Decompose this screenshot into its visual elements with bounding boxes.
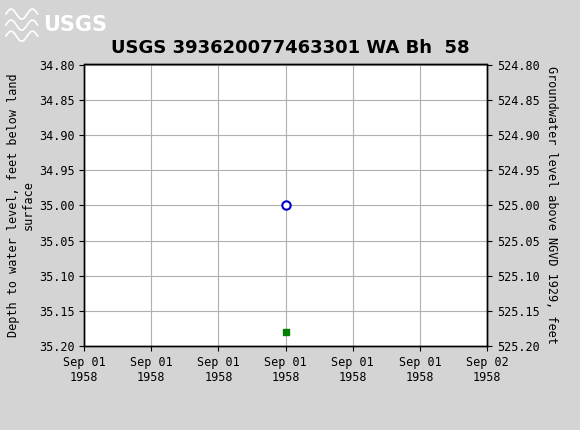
Y-axis label: Depth to water level, feet below land
surface: Depth to water level, feet below land su… [6, 74, 35, 337]
Text: USGS 393620077463301 WA Bh  58: USGS 393620077463301 WA Bh 58 [111, 39, 469, 57]
Text: USGS: USGS [44, 15, 107, 35]
Y-axis label: Groundwater level above NGVD 1929, feet: Groundwater level above NGVD 1929, feet [545, 66, 558, 344]
